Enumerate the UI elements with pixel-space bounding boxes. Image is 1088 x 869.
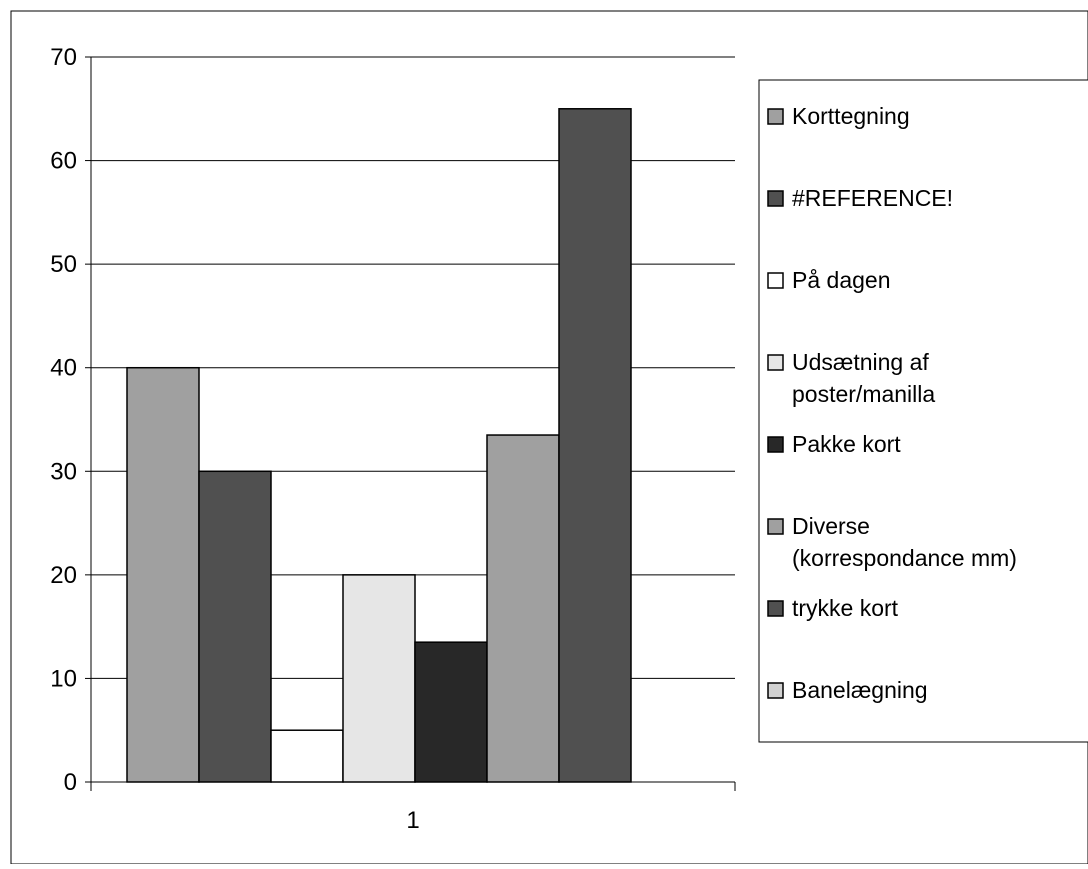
bar bbox=[414, 641, 488, 783]
bar bbox=[198, 470, 272, 783]
legend-swatch bbox=[767, 518, 784, 535]
y-tick-label: 10 bbox=[50, 665, 77, 692]
legend-label: #REFERENCE! bbox=[792, 185, 953, 211]
bar bbox=[558, 108, 632, 783]
legend-label: Pakke kort bbox=[792, 431, 901, 457]
legend-box bbox=[758, 79, 1088, 743]
legend-label: Diverse (korrespondance mm) bbox=[792, 513, 1017, 571]
y-tick-label: 70 bbox=[50, 44, 77, 71]
legend-label: trykke kort bbox=[792, 595, 899, 621]
y-tick-label: 60 bbox=[50, 148, 77, 175]
bars bbox=[126, 108, 632, 783]
legend-label: På dagen bbox=[792, 267, 890, 293]
legend-label: Banelægning bbox=[792, 677, 928, 703]
y-tick-label: 50 bbox=[50, 251, 77, 278]
legend-label: Udsætning af poster/manilla bbox=[792, 349, 935, 407]
axes: 0 10 20 30 40 50 60 70 1 bbox=[50, 44, 736, 834]
bar bbox=[486, 434, 560, 783]
y-tick-label: 20 bbox=[50, 562, 77, 589]
legend-swatch bbox=[767, 354, 784, 371]
bar bbox=[342, 574, 416, 783]
legend-swatch bbox=[767, 272, 784, 289]
legend-label: Korttegning bbox=[792, 103, 910, 129]
legend: Korttegning #REFERENCE! På dagen Udsætning … bbox=[758, 79, 1088, 743]
y-tick-label: 40 bbox=[50, 355, 77, 382]
y-tick-label: 0 bbox=[64, 769, 77, 796]
legend-swatch bbox=[767, 600, 784, 617]
bar bbox=[270, 729, 344, 783]
legend-swatch bbox=[767, 436, 784, 453]
legend-swatch bbox=[767, 190, 784, 207]
x-tick-label: 1 bbox=[406, 807, 419, 834]
legend-swatch bbox=[767, 682, 784, 699]
y-tick-label: 30 bbox=[50, 458, 77, 485]
legend-swatch bbox=[767, 108, 784, 125]
bar bbox=[126, 366, 200, 783]
